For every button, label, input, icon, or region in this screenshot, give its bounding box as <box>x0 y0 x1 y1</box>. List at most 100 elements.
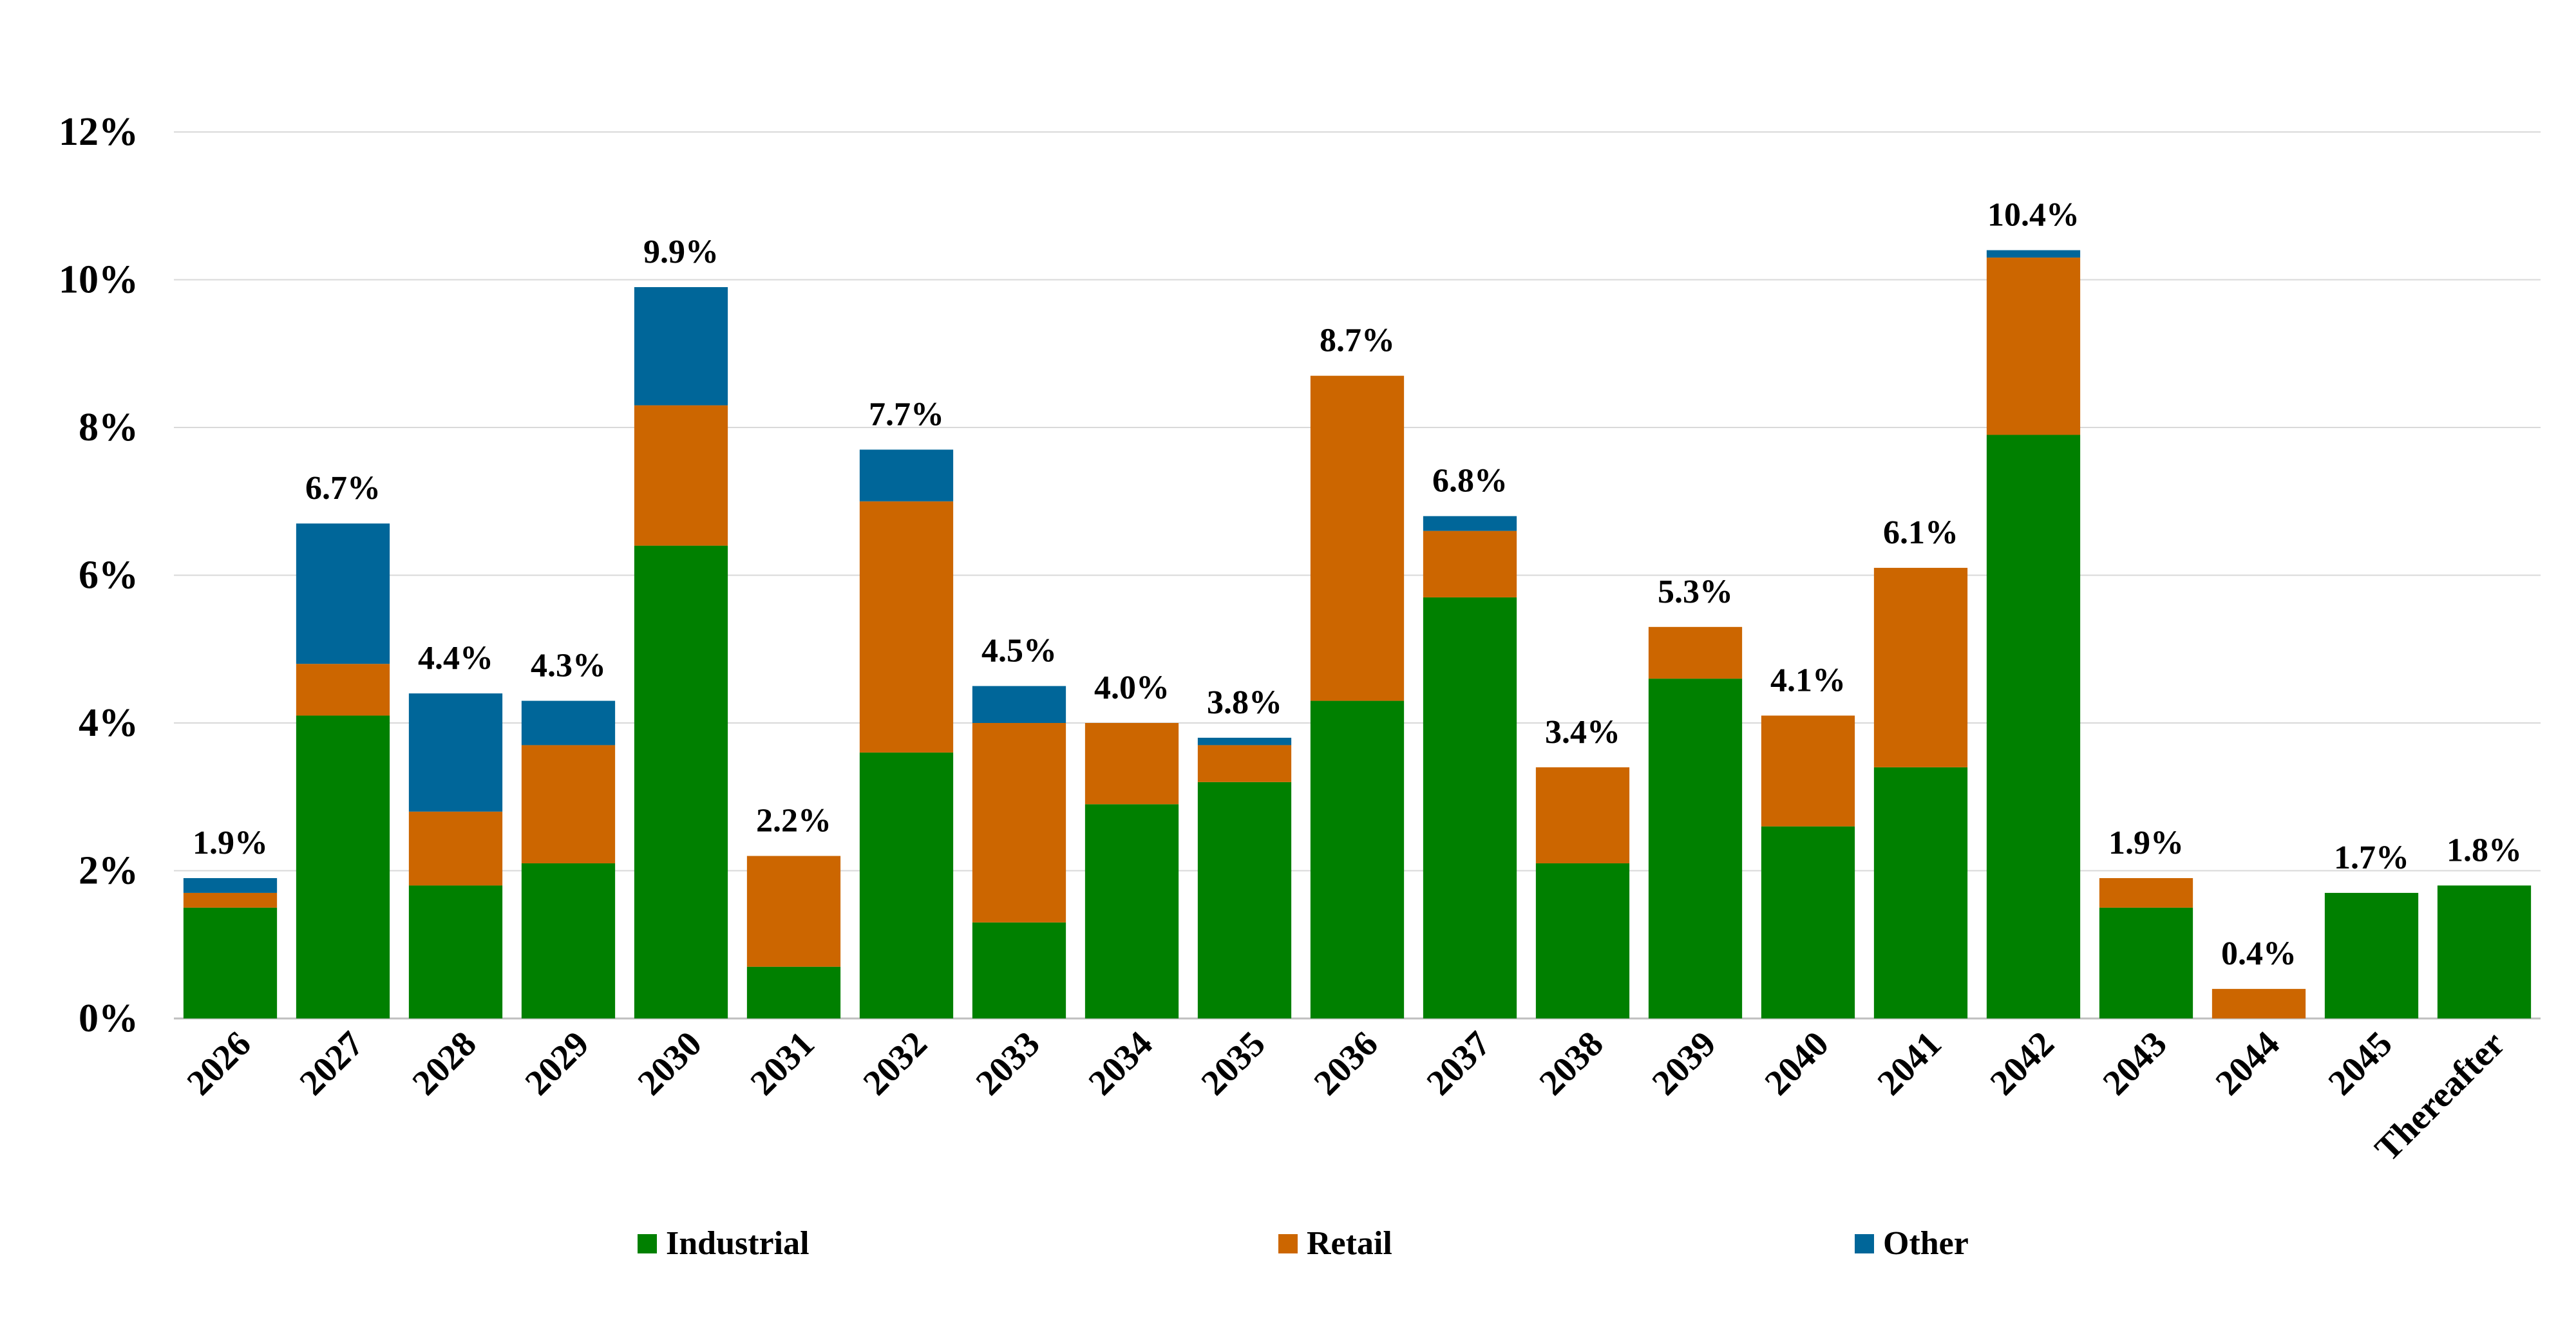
bar-segment-industrial <box>1423 597 1517 1018</box>
total-label: 6.8% <box>1432 463 1508 500</box>
legend-item-other: Other <box>1855 1224 1969 1262</box>
bar-segment-industrial <box>183 907 278 1018</box>
bar-segment-industrial <box>521 863 616 1018</box>
x-tick-label: 2030 <box>630 1024 710 1103</box>
bars <box>183 250 2532 1018</box>
total-label: 1.8% <box>2447 832 2522 868</box>
bar-segment-other <box>1197 737 1292 746</box>
bar-segment-industrial <box>634 545 728 1018</box>
bar-segment-retail <box>1986 258 2081 435</box>
total-label: 2.2% <box>756 803 831 839</box>
bar-segment-retail <box>1084 723 1179 805</box>
bar-segment-retail <box>1423 530 1517 597</box>
bar-segment-industrial <box>2437 885 2532 1018</box>
y-tick-label: 6% <box>79 554 138 597</box>
bar-segment-industrial <box>1535 863 1630 1018</box>
x-tick-label: 2031 <box>743 1024 822 1103</box>
bar-segment-industrial <box>408 885 503 1018</box>
bar-segment-industrial <box>1761 826 1855 1018</box>
total-label: 4.5% <box>981 633 1057 670</box>
bar-segment-other <box>408 693 503 812</box>
bar-segment-industrial <box>2324 892 2419 1018</box>
bar-segment-industrial <box>1986 435 2081 1018</box>
y-tick-label: 8% <box>79 406 138 449</box>
x-tick-label: 2029 <box>518 1024 597 1103</box>
y-tick-label: 10% <box>59 258 138 302</box>
total-label: 4.3% <box>531 648 606 684</box>
bar-segment-retail <box>1197 745 1292 782</box>
bar-segment-retail <box>408 811 503 886</box>
x-tick-label: 2042 <box>1983 1024 2062 1103</box>
x-tick-label: 2037 <box>1419 1024 1499 1103</box>
x-tick-label: 2035 <box>1194 1024 1273 1103</box>
bar-segment-industrial <box>1310 700 1405 1018</box>
bar-segment-industrial <box>296 715 390 1018</box>
legend-label: Industrial <box>666 1225 810 1262</box>
x-tick-label: 2028 <box>405 1024 484 1103</box>
bar-segment-retail <box>521 745 616 864</box>
total-label: 6.7% <box>305 470 381 507</box>
bar-segment-retail <box>972 723 1066 923</box>
bar-segment-other <box>183 877 278 893</box>
y-tick-label: 4% <box>79 701 138 745</box>
total-label: 3.8% <box>1207 684 1282 721</box>
bar-segment-retail <box>1535 767 1630 864</box>
bar-segment-retail <box>634 405 728 546</box>
bar-segment-retail <box>1310 375 1405 701</box>
bar-segment-retail <box>2099 877 2193 908</box>
bar-segment-retail <box>1873 568 1968 767</box>
x-tick-label: 2041 <box>1870 1024 1949 1103</box>
bar-segment-industrial <box>1197 782 1292 1018</box>
bar-segment-retail <box>859 501 954 753</box>
x-axis-ticks: 2026 2027 2028 2029 2030 2031 2032 2033 2034 2035… <box>180 1024 2513 1169</box>
bar-segment-retail <box>2211 989 2306 1018</box>
total-label: 0.4% <box>2221 935 2297 972</box>
total-label: 10.4% <box>1987 197 2079 234</box>
bar-segment-industrial <box>1084 804 1179 1018</box>
bar-segment-retail <box>1648 626 1743 679</box>
x-tick-label: 2033 <box>969 1024 1048 1103</box>
x-tick-label: 2032 <box>856 1024 935 1103</box>
legend: Industrial Retail Other <box>0 1224 2576 1270</box>
total-label: 1.9% <box>193 825 268 861</box>
bar-segment-other <box>296 523 390 664</box>
x-tick-label: 2045 <box>2321 1024 2400 1103</box>
bar-segment-other <box>521 700 616 746</box>
legend-swatch <box>1855 1233 1874 1253</box>
y-tick-label: 12% <box>59 110 138 154</box>
bar-segment-industrial <box>1648 679 1743 1018</box>
x-tick-label: 2026 <box>180 1024 259 1103</box>
total-label: 4.0% <box>1094 670 1170 706</box>
x-tick-label: 2040 <box>1757 1024 1837 1103</box>
bar-segment-retail <box>746 856 841 967</box>
x-tick-label: 2027 <box>292 1024 372 1103</box>
bar-segment-other <box>1986 250 2081 258</box>
bar-segment-retail <box>183 892 278 908</box>
total-label: 5.3% <box>1658 574 1733 610</box>
legend-item-industrial: Industrial <box>638 1224 810 1262</box>
legend-swatch <box>1278 1233 1298 1253</box>
bar-segment-industrial <box>746 966 841 1018</box>
total-label: 1.7% <box>2334 839 2409 876</box>
legend-swatch <box>638 1233 657 1253</box>
total-label: 6.1% <box>1883 514 1958 551</box>
x-tick-label: 2034 <box>1081 1024 1160 1103</box>
total-label: 8.7% <box>1320 323 1395 359</box>
bar-segment-other <box>1423 516 1517 531</box>
legend-label: Retail <box>1307 1225 1392 1262</box>
bar-segment-industrial <box>972 922 1066 1018</box>
bar-segment-retail <box>1761 715 1855 827</box>
total-label: 9.9% <box>643 234 719 270</box>
total-labels: 1.9% 6.7% 4.4% 4.3% 9.9% 2.2% 7.7% 4.5% 4.0% 3.8%… <box>193 197 2522 972</box>
total-label: 4.4% <box>418 640 493 677</box>
x-tick-label: 2036 <box>1307 1024 1386 1103</box>
legend-label: Other <box>1883 1225 1969 1262</box>
total-label: 7.7% <box>869 396 944 433</box>
bar-segment-other <box>972 686 1066 723</box>
total-label: 1.9% <box>2108 825 2184 861</box>
legend-item-retail: Retail <box>1278 1224 1392 1262</box>
x-tick-label: 2044 <box>2208 1024 2287 1103</box>
bar-segment-retail <box>296 664 390 716</box>
